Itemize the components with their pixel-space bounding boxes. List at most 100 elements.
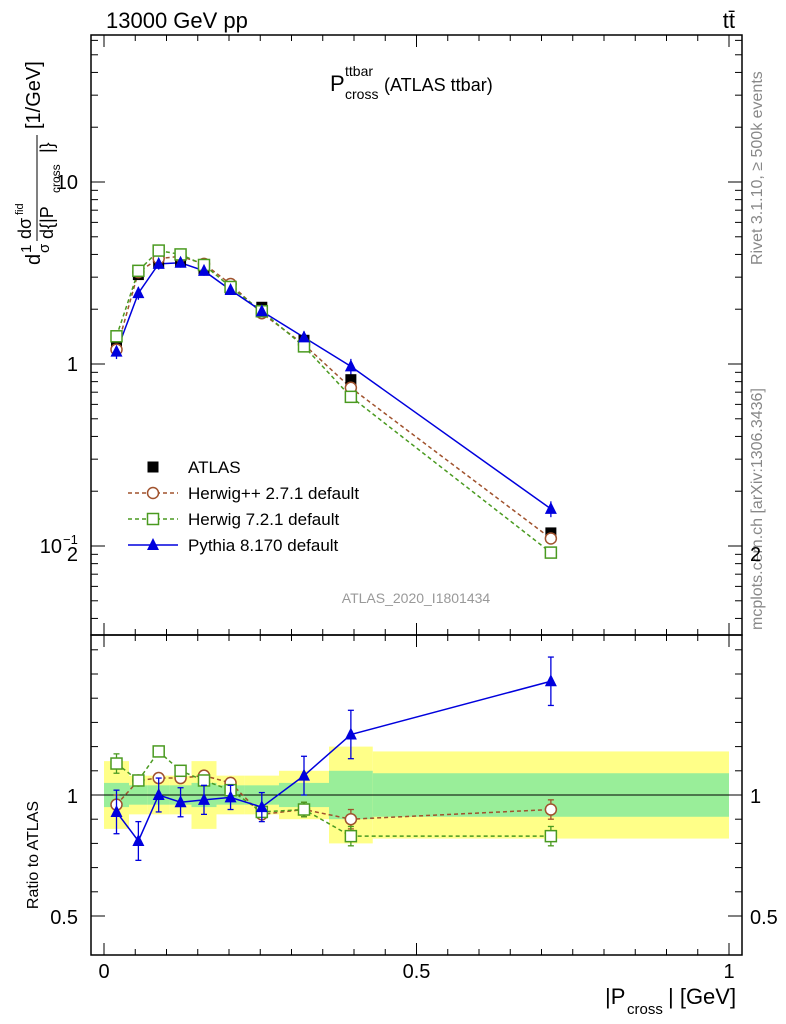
analysis-label: ATLAS_2020_I1801434 [342,590,491,606]
series-point [544,532,558,545]
y-axis-label: d 1 σ dσ fid d{|P cross |} [1/GeV] [14,61,63,265]
ratio-point [110,804,123,817]
legend-label: Pythia 8.170 default [188,536,339,555]
ratio-point [224,790,237,803]
ratio-y-axis-label: Ratio to ATLAS [25,801,42,909]
svg-text:σ: σ [36,243,53,253]
ratio-series-group [110,656,558,861]
ratio-point [344,727,357,740]
ratio-y-tick-label-right: 1 [750,786,761,808]
ratio-point [344,829,358,843]
svg-text:cross: cross [345,86,378,102]
legend-marker [147,461,159,473]
ratio-point [110,757,123,770]
svg-text:|P: |P [605,984,625,1009]
ratio-point [197,774,211,787]
y-tick-label-exponent: −1 [63,532,78,547]
legend: ATLAS Herwig++ 2.7.1 default Herwig 7.2.1 … [128,458,359,555]
ratio-bands [91,746,742,844]
ratio-point [174,764,187,778]
series-point [110,330,123,343]
svg-text:| [GeV]: | [GeV] [668,984,736,1009]
ratio-series-line [116,750,551,837]
ratio-point [174,795,187,808]
rivet-version-label: Rivet 3.1.10, ≥ 500k events [749,71,766,265]
ratio-y-tick-label: 2 [67,544,78,566]
series-point [152,244,165,257]
data-point [345,374,357,386]
ratio-y-tick-label-right: 2 [750,544,761,566]
process-label: tt̄ [723,8,735,33]
legend-marker [146,512,160,526]
series-point [544,501,557,514]
legend-entry: ATLAS [147,458,241,477]
x-axis-label: |P cross | [GeV] [605,984,736,1018]
svg-text:1: 1 [18,245,35,253]
legend-entry: Herwig++ 2.7.1 default [128,484,359,503]
ratio-point [298,768,310,781]
ratio-point [152,788,165,800]
x-tick-label: 1 [723,961,734,983]
svg-text:dσ: dσ [15,218,35,239]
ratio-point [132,833,145,846]
svg-text:P: P [330,71,345,96]
y-tick-label: 1 [67,354,78,376]
svg-text:[1/GeV]: [1/GeV] [23,61,45,129]
ratio-point [344,812,358,826]
series-point [544,546,558,559]
series-point [298,330,310,343]
series-point [198,263,210,276]
legend-entry: Herwig 7.2.1 default [128,510,339,529]
series-point [110,344,123,357]
ratio-series-line [115,774,551,820]
series-point [132,286,145,299]
series-line [115,249,552,554]
x-tick-label: 0.5 [403,961,431,983]
x-tick-label: 0 [98,961,109,983]
ratio-point [297,803,311,816]
series-point [344,390,358,404]
series-point [297,340,311,353]
ratio-point [132,774,145,787]
ratio-series-line [115,680,552,843]
series-point [344,359,357,372]
y-tick-label: 10 [56,172,78,194]
svg-text:ttbar: ttbar [345,63,373,79]
svg-text:cross: cross [49,164,63,193]
svg-text:d{|P: d{|P [37,206,57,239]
ratio-y-tick-label: 0.5 [50,907,78,929]
svg-text:cross: cross [627,1001,663,1018]
legend-marker [146,486,160,500]
series-point [224,283,237,296]
ratio-y-tick-label-right: 0.5 [750,907,778,929]
ratio-point [544,803,558,816]
series-point [174,255,187,268]
ratio-y-tick-label: 1 [67,786,78,808]
series-point [152,256,165,269]
svg-text:|}: |} [37,142,57,153]
mcplots-label: mcplots.cern.ch [arXiv:1306.3436] [749,388,766,630]
plot-title: P ttbar cross (ATLAS ttbar) [330,63,493,102]
main-series-group [110,244,558,559]
legend-label: Herwig++ 2.7.1 default [188,484,359,503]
y-tick-label: 10 [40,536,62,558]
ratio-point [544,674,557,687]
legend-label: ATLAS [188,458,241,477]
series-point [132,264,145,278]
series-line [115,261,552,510]
ratio-point [152,745,165,758]
legend-marker [147,538,159,550]
svg-text:(ATLAS ttbar): (ATLAS ttbar) [384,75,493,95]
series-line [115,255,552,540]
legend-label: Herwig 7.2.1 default [188,510,339,529]
energy-label: 13000 GeV pp [106,8,248,33]
legend-entry: Pythia 8.170 default [128,536,339,555]
ratio-point [255,800,268,813]
ratio-point [544,829,558,843]
ratio-point [198,792,210,805]
svg-text:fid: fid [14,203,26,215]
series-point [255,304,268,317]
svg-text:d: d [23,254,45,265]
